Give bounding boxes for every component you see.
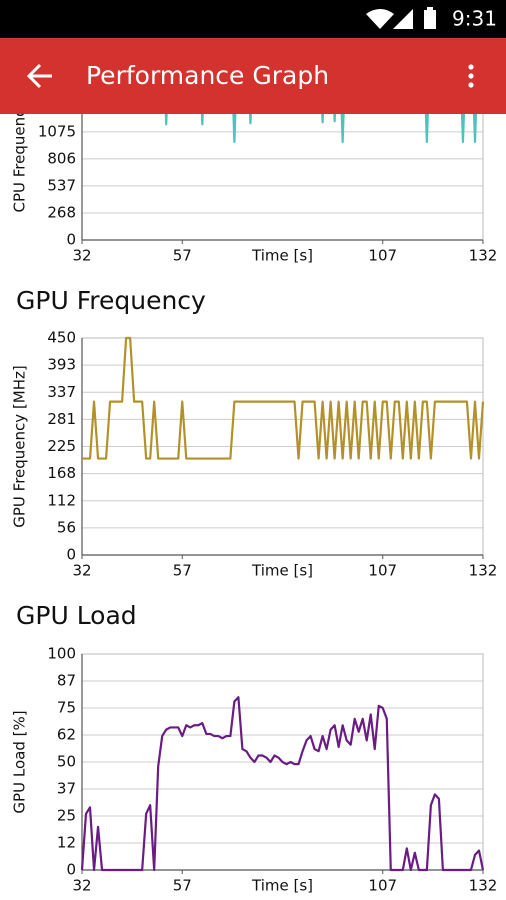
app-bar: Performance Graph xyxy=(0,38,506,114)
y-tick-label: 393 xyxy=(47,356,76,374)
menu-dot xyxy=(468,82,474,88)
back-arrow xyxy=(26,63,52,89)
x-tick-label: 107 xyxy=(368,562,397,580)
chart-title: GPU Frequency xyxy=(16,286,206,315)
y-tick-label: 87 xyxy=(57,672,76,690)
x-tick-label: 57 xyxy=(173,247,192,265)
x-tick-label: 32 xyxy=(72,562,91,580)
status-bar-background xyxy=(0,0,506,38)
y-tick-label: 0 xyxy=(66,861,76,879)
app-title: Performance Graph xyxy=(86,61,329,90)
x-axis-label: Time [s] xyxy=(251,247,313,265)
y-tick-label: 337 xyxy=(47,383,76,401)
x-tick-label: 32 xyxy=(72,247,91,265)
y-tick-label: 25 xyxy=(57,807,76,825)
y-tick-label: 281 xyxy=(47,410,76,428)
y-tick-label: 806 xyxy=(47,149,76,167)
x-axis-label: Time [s] xyxy=(251,877,313,895)
overflow-menu[interactable] xyxy=(468,64,474,88)
y-axis-label: GPU Frequency [MHz] xyxy=(11,365,29,527)
y-tick-label: 268 xyxy=(47,203,76,221)
status-bar: 9:31 xyxy=(0,0,506,38)
y-tick-label: 168 xyxy=(47,464,76,482)
x-tick-label: 32 xyxy=(72,877,91,895)
y-tick-label: 75 xyxy=(57,699,76,717)
x-tick-label: 57 xyxy=(173,562,192,580)
x-tick-label: 107 xyxy=(368,247,397,265)
data-line xyxy=(80,696,485,872)
menu-dot xyxy=(468,73,474,79)
clock: 9:31 xyxy=(452,7,497,31)
y-tick-label: 12 xyxy=(57,834,76,852)
battery-icon xyxy=(424,10,436,29)
x-tick-label: 107 xyxy=(368,877,397,895)
y-tick-label: 0 xyxy=(66,231,76,249)
y-tick-label: 450 xyxy=(47,329,76,347)
chart-title: GPU Load xyxy=(16,601,137,630)
y-tick-label: 100 xyxy=(47,645,76,663)
y-tick-label: 62 xyxy=(57,726,76,744)
signal-icon xyxy=(393,9,413,29)
x-tick-label: 132 xyxy=(469,247,498,265)
y-tick-label: 1075 xyxy=(38,122,76,140)
y-tick-label: 537 xyxy=(47,176,76,194)
app-bar-background xyxy=(0,38,506,114)
y-tick-label: 50 xyxy=(57,753,76,771)
y-axis-label: GPU Load [%] xyxy=(11,710,29,813)
x-tick-label: 57 xyxy=(173,877,192,895)
x-tick-label: 132 xyxy=(469,877,498,895)
x-axis-label: Time [s] xyxy=(251,562,313,580)
y-tick-label: 225 xyxy=(47,437,76,455)
battery-tip xyxy=(427,7,433,10)
y-tick-label: 0 xyxy=(66,546,76,564)
y-tick-label: 37 xyxy=(57,780,76,798)
y-tick-label: 112 xyxy=(47,491,76,509)
data-line xyxy=(82,336,485,460)
menu-dot xyxy=(468,64,474,70)
wifi-icon xyxy=(366,9,394,29)
x-tick-label: 132 xyxy=(469,562,498,580)
y-tick-label: 56 xyxy=(57,518,76,536)
back-button[interactable] xyxy=(26,63,52,89)
